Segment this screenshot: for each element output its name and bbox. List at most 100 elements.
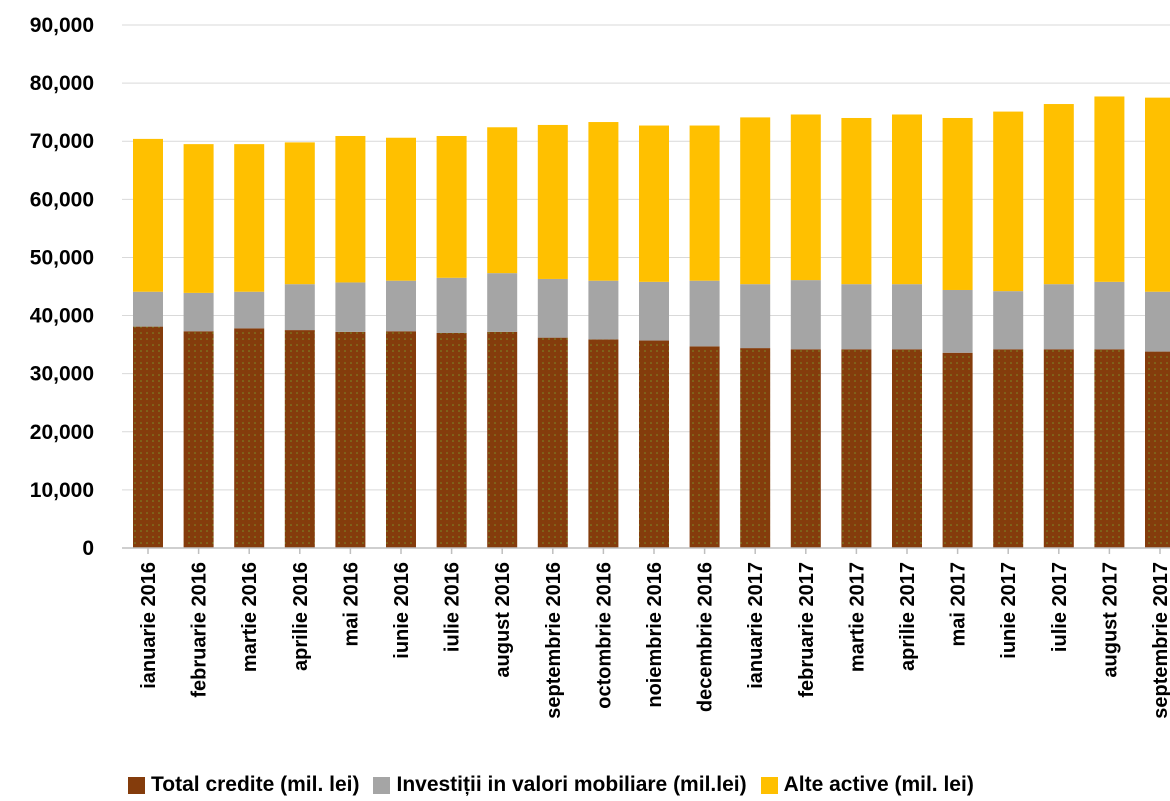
bar-segment-investitii [892, 284, 922, 350]
bar-segment-alte-active [1043, 104, 1074, 285]
bar-segment-investitii [284, 284, 315, 331]
bar-segment-total-credite [1094, 349, 1125, 548]
bar-segment-investitii [790, 280, 821, 350]
bar-segment-total-credite [639, 340, 669, 548]
bar-segment-total-credite [284, 330, 315, 548]
bar-segment-total-credite [689, 346, 720, 548]
bar-segment-total-credite [740, 348, 771, 548]
legend-label: Investiții in valori mobiliare (mil.lei) [396, 773, 747, 796]
legend-item-investitii: Investiții in valori mobiliare (mil.lei) [373, 773, 747, 797]
x-tick-label: februarie 2016 [189, 562, 211, 698]
bar-segment-investitii [588, 280, 619, 340]
x-tick-label: mai 2017 [948, 562, 970, 647]
x-tick-label: martie 2016 [239, 562, 261, 672]
bar-segment-alte-active [588, 122, 619, 281]
bar-segment-total-credite [993, 349, 1024, 548]
legend-item-total-credite: Total credite (mil. lei) [128, 773, 359, 797]
legend-item-alte-active: Alte active (mil. lei) [760, 773, 974, 797]
y-tick-label: 50,000 [30, 246, 94, 269]
legend-label: Alte active (mil. lei) [783, 773, 974, 796]
x-tick-label: ianuarie 2017 [745, 562, 767, 689]
bar-segment-total-credite [386, 331, 416, 548]
x-tick-label: aprilie 2016 [290, 562, 312, 671]
bar-segment-alte-active [689, 125, 720, 281]
bar-segment-investitii [1145, 291, 1170, 352]
bar-segment-investitii [993, 291, 1024, 350]
y-tick-label: 10,000 [30, 479, 94, 502]
bar-segment-alte-active [1094, 96, 1125, 282]
bar-segment-total-credite [234, 328, 265, 548]
legend-swatch-total-credite [128, 776, 145, 794]
bar-segment-investitii [335, 282, 366, 332]
x-tick-label: martie 2017 [846, 562, 868, 672]
bar-segment-investitii [436, 277, 467, 333]
x-tick-label: ianuarie 2016 [138, 562, 160, 689]
x-tick-label: mai 2016 [340, 562, 362, 647]
y-tick-label: 40,000 [30, 305, 94, 328]
bar-segment-total-credite [892, 349, 922, 548]
x-tick-label: iunie 2017 [998, 562, 1020, 659]
x-axis: ianuarie 2016 februarie 2016 martie 2016 ap… [122, 547, 1170, 719]
y-tick-label: 70,000 [30, 130, 94, 153]
bar-segment-investitii [1094, 281, 1125, 350]
x-tick-label: iulie 2017 [1049, 562, 1071, 652]
x-tick-label: august 2017 [1099, 562, 1121, 678]
bar-segment-alte-active [436, 135, 467, 278]
x-tick-label: iulie 2016 [442, 562, 464, 652]
bar-segment-alte-active [133, 138, 163, 292]
bar-segment-total-credite [133, 326, 163, 548]
bar-segment-total-credite [537, 337, 568, 548]
y-tick-label: 20,000 [30, 421, 94, 444]
x-tick-label: iunie 2016 [391, 562, 413, 659]
bar-segment-alte-active [537, 124, 568, 279]
bar-segment-investitii [639, 281, 669, 341]
bar-segment-alte-active [183, 144, 214, 293]
y-tick-label: 60,000 [30, 188, 94, 211]
bar-segment-investitii [942, 289, 973, 353]
bar-segment-investitii [183, 292, 214, 332]
bar-segment-total-credite [841, 349, 872, 548]
legend-label: Total credite (mil. lei) [151, 773, 360, 796]
bar-segment-total-credite [1043, 349, 1074, 548]
legend: Total credite (mil. lei) Investiții in v… [128, 771, 988, 799]
bar-segment-investitii [537, 278, 568, 338]
bar-segment-alte-active [740, 117, 771, 285]
bars [133, 96, 1170, 548]
bar-segment-total-credite [183, 331, 214, 548]
x-tick-label: august 2016 [492, 562, 514, 678]
bar-segment-alte-active [234, 144, 265, 292]
bar-segment-investitii [386, 280, 416, 332]
bar-segment-investitii [487, 273, 518, 332]
y-tick-label: 0 [82, 537, 94, 560]
bar-segment-alte-active [639, 125, 669, 282]
x-tick-label: aprilie 2017 [897, 562, 919, 671]
x-tick-label: februarie 2017 [796, 562, 818, 698]
bar-segment-total-credite [487, 331, 518, 548]
bar-segment-total-credite [942, 352, 973, 548]
x-tick-label: octombrie 2016 [593, 562, 615, 709]
bar-segment-alte-active [386, 137, 416, 281]
bar-segment-investitii [1043, 284, 1074, 350]
x-tick-label: decembrie 2016 [695, 562, 717, 712]
legend-swatch-alte-active [760, 776, 778, 794]
bar-segment-alte-active [841, 117, 872, 285]
bar-segment-investitii [841, 284, 872, 350]
bar-segment-alte-active [993, 111, 1024, 292]
bar-segment-alte-active [942, 117, 973, 290]
bar-segment-investitii [689, 280, 720, 347]
legend-swatch-investitii [373, 776, 391, 794]
bar-segment-investitii [234, 291, 265, 329]
x-tick-label: septembrie 2016 [543, 562, 565, 719]
x-tick-label: septembrie 2017 [1150, 562, 1170, 719]
bar-segment-alte-active [892, 114, 922, 285]
bar-segment-total-credite [588, 339, 619, 548]
y-tick-label: 30,000 [30, 363, 94, 386]
bar-segment-alte-active [335, 135, 366, 283]
bar-segment-total-credite [1145, 351, 1170, 548]
y-tick-label: 80,000 [30, 72, 94, 95]
bar-segment-alte-active [487, 127, 518, 274]
bar-segment-investitii [740, 284, 771, 349]
y-tick-label: 90,000 [30, 14, 94, 37]
bar-segment-alte-active [284, 142, 315, 285]
